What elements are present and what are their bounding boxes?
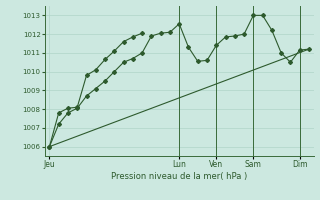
X-axis label: Pression niveau de la mer( hPa ): Pression niveau de la mer( hPa ) xyxy=(111,172,247,181)
